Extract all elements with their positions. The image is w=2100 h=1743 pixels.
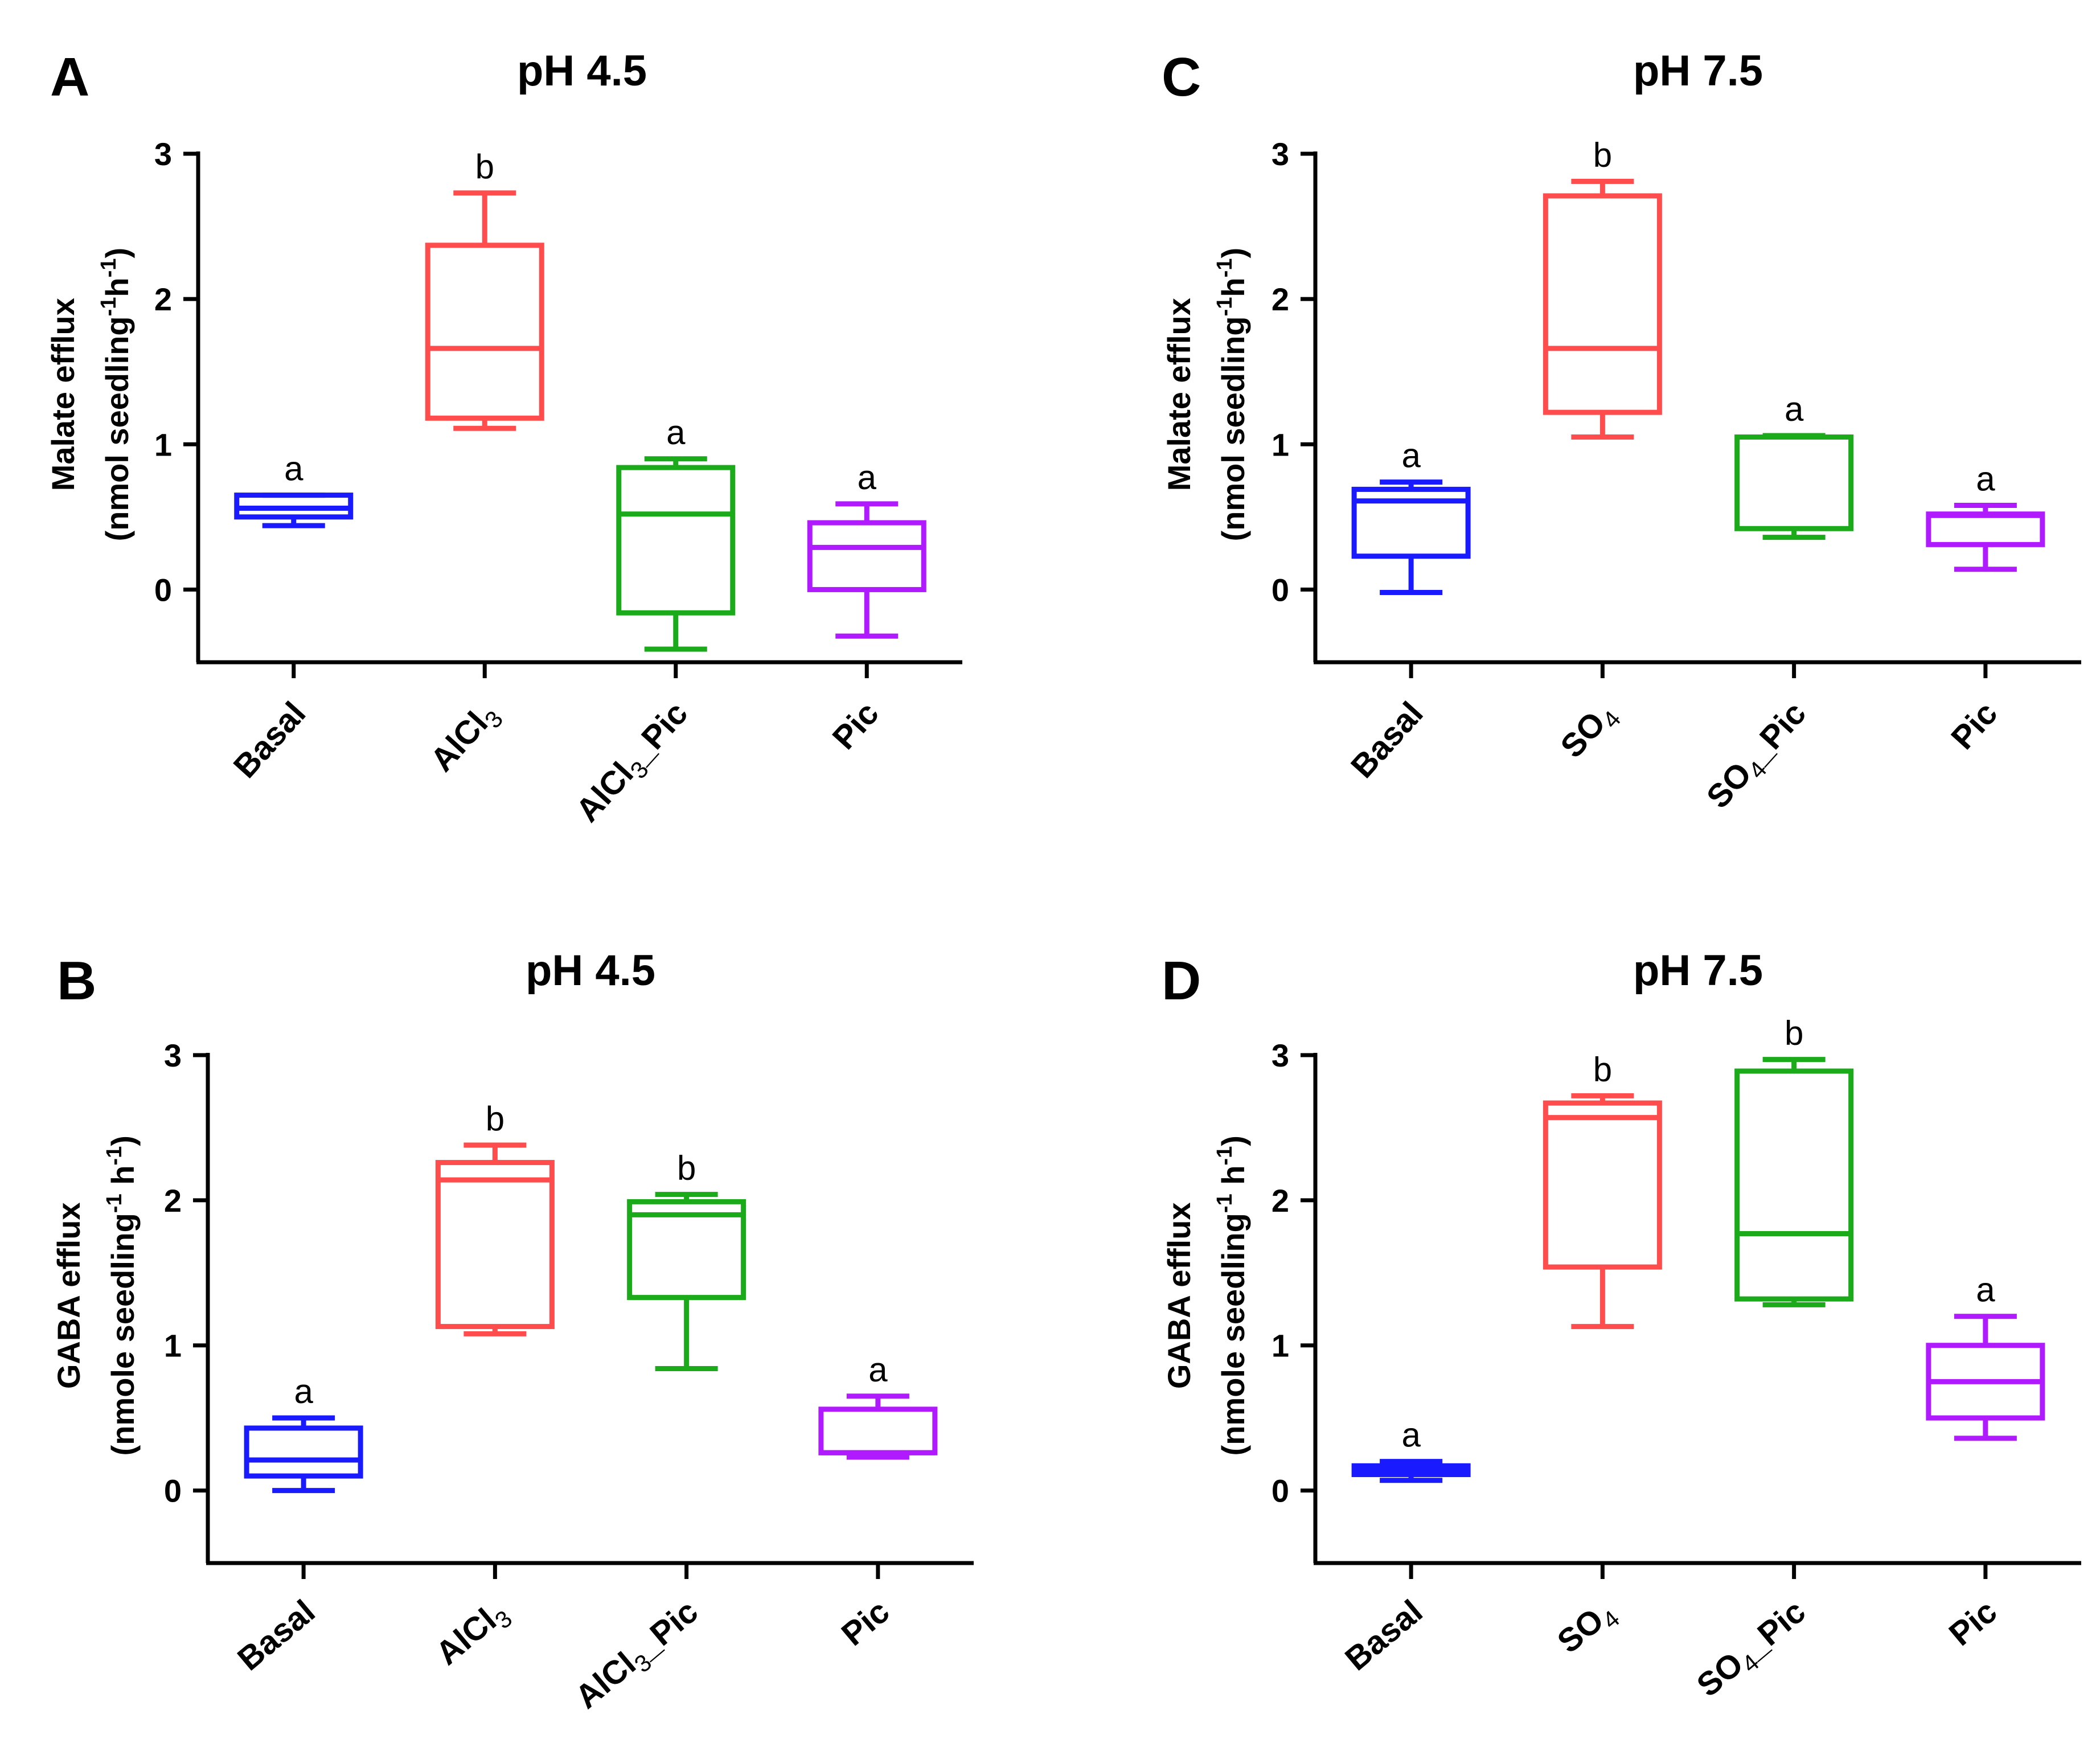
- box-iqr: [1926, 511, 2045, 547]
- y-axis-label-line2: (nmole seedling-1 h-1): [1213, 1135, 1251, 1455]
- significance-label: b: [1593, 136, 1612, 174]
- x-tick-label: SO4: [1551, 1593, 1625, 1664]
- panel-title: pH 7.5: [1633, 47, 1763, 95]
- significance-label: b: [1593, 1050, 1612, 1088]
- x-tick-label: AlCl3_Pic: [569, 695, 699, 832]
- y-axis-label-line2: (nmole seedling-1 h-1): [102, 1135, 141, 1455]
- y-axis-label-line1: Malate efflux: [1161, 298, 1197, 491]
- panel-letter: C: [1162, 47, 1201, 108]
- y-tick-label: 2: [164, 1183, 182, 1219]
- box-iqr: [1543, 193, 1662, 415]
- x-tick-label: AlCl3_Pic: [568, 1593, 708, 1720]
- panel-letter: D: [1162, 950, 1201, 1011]
- box-0: a: [1351, 437, 1471, 596]
- y-tick-label: 3: [154, 136, 172, 172]
- significance-label: b: [677, 1149, 696, 1187]
- x-tick-label: Basal: [231, 1593, 322, 1678]
- y-axis-label-line2: (nmol seedling-1h-1): [97, 248, 135, 542]
- box-iqr: [616, 465, 736, 616]
- x-tick-label: SO4_Pic: [1699, 695, 1817, 819]
- y-tick-label: 3: [164, 1037, 182, 1073]
- box-1: b: [435, 1100, 555, 1336]
- box-2: a: [616, 413, 736, 652]
- significance-label: a: [1401, 1416, 1421, 1454]
- box-1: b: [425, 147, 544, 431]
- panel-letter: B: [57, 950, 96, 1011]
- box-iqr: [818, 1406, 938, 1455]
- box-iqr: [1734, 434, 1854, 531]
- panel-title: pH 7.5: [1633, 946, 1763, 995]
- box-2: a: [1734, 390, 1854, 540]
- significance-label: a: [1401, 437, 1421, 475]
- x-tick-label: Basal: [1344, 695, 1430, 785]
- y-tick-label: 2: [1272, 1183, 1289, 1219]
- y-axis-label-line1: GABA efflux: [51, 1202, 87, 1389]
- box-0: a: [244, 1372, 363, 1494]
- y-axis-label-line2: (nmol seedling-1h-1): [1213, 248, 1251, 542]
- box-iqr: [244, 1425, 363, 1479]
- box-iqr: [627, 1199, 747, 1301]
- significance-label: b: [475, 147, 494, 186]
- y-tick-label: 0: [1272, 1473, 1289, 1509]
- box-0: a: [1351, 1416, 1471, 1483]
- box-2: b: [1734, 1014, 1854, 1307]
- x-tick-label: Basal: [1338, 1593, 1429, 1678]
- x-tick-label: AlCl3: [429, 1593, 517, 1676]
- significance-label: b: [1785, 1014, 1803, 1052]
- panel-letter: A: [50, 47, 89, 108]
- y-tick-label: 1: [1272, 1328, 1289, 1364]
- box-3: a: [1926, 1271, 2045, 1441]
- y-axis-label-line1: GABA efflux: [1161, 1202, 1197, 1389]
- box-1: b: [1543, 136, 1662, 440]
- x-tick-label: AlCl3: [423, 695, 508, 782]
- significance-label: a: [868, 1351, 888, 1389]
- x-tick-label: Pic: [825, 695, 886, 756]
- x-tick-label: SO4_Pic: [1690, 1593, 1816, 1708]
- significance-label: b: [486, 1100, 505, 1138]
- y-tick-label: 0: [1272, 572, 1289, 608]
- significance-label: a: [284, 450, 303, 488]
- y-axis-label-line1: Malate efflux: [45, 298, 81, 491]
- box-iqr: [1351, 486, 1471, 559]
- box-iqr: [425, 243, 544, 421]
- panel-title: pH 4.5: [526, 946, 655, 995]
- box-iqr: [1543, 1100, 1662, 1270]
- panel-title: pH 4.5: [517, 47, 647, 95]
- box-0: a: [234, 450, 354, 528]
- y-tick-label: 3: [1272, 1037, 1289, 1073]
- significance-label: a: [294, 1372, 313, 1410]
- y-tick-label: 1: [164, 1328, 182, 1364]
- box-3: a: [1926, 460, 2045, 572]
- x-tick-label: Pic: [835, 1593, 896, 1653]
- x-tick-label: SO4: [1553, 695, 1626, 769]
- y-tick-label: 2: [1272, 281, 1289, 317]
- box-3: a: [807, 458, 926, 639]
- significance-label: a: [666, 413, 686, 452]
- y-tick-label: 0: [154, 572, 172, 608]
- y-tick-label: 1: [154, 426, 172, 462]
- box-iqr: [1734, 1068, 1854, 1302]
- box-1: b: [1543, 1050, 1662, 1330]
- y-tick-label: 3: [1272, 136, 1289, 172]
- y-tick-label: 1: [1272, 426, 1289, 462]
- significance-label: a: [1976, 460, 1995, 498]
- y-tick-label: 0: [164, 1473, 182, 1509]
- y-tick-label: 2: [154, 281, 172, 317]
- box-iqr: [807, 520, 926, 592]
- x-tick-label: Pic: [1942, 1593, 2004, 1653]
- box-3: a: [818, 1351, 938, 1460]
- x-tick-label: Basal: [227, 695, 313, 785]
- x-tick-label: Pic: [1944, 695, 2005, 756]
- significance-label: a: [858, 458, 877, 497]
- significance-label: a: [1785, 390, 1804, 428]
- box-iqr: [435, 1160, 555, 1330]
- significance-label: a: [1976, 1271, 1995, 1309]
- box-2: b: [627, 1149, 747, 1371]
